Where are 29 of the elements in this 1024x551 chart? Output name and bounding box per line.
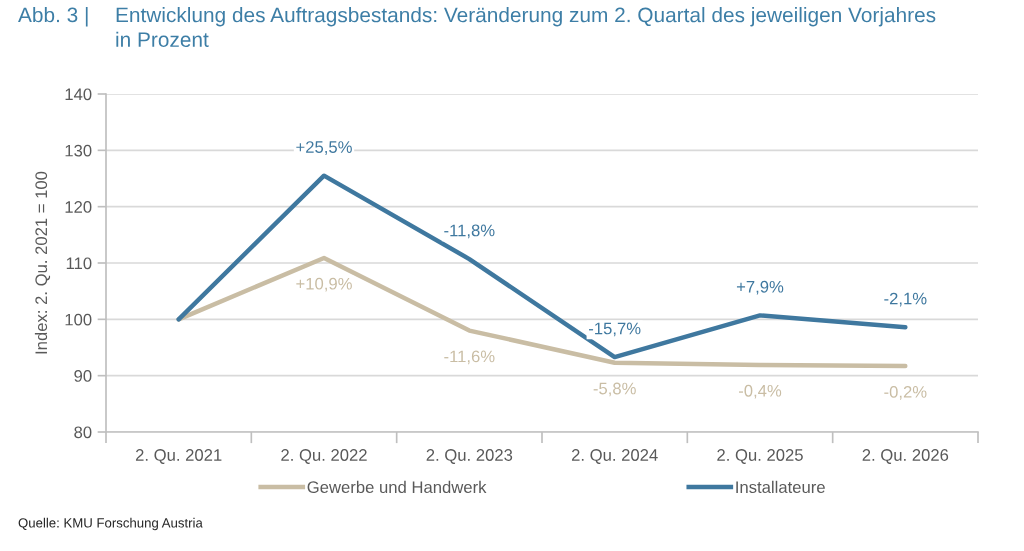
annotation: -0,4% xyxy=(738,384,782,399)
legend-label: Gewerbe und Handwerk xyxy=(307,480,487,494)
annotation: -0,2% xyxy=(884,385,927,400)
annotation: -11,8% xyxy=(444,224,495,239)
x-tick-label: 2. Qu. 2026 xyxy=(862,449,949,464)
y-tick-label: 100 xyxy=(65,313,92,326)
annotation: -5,8% xyxy=(593,382,636,397)
annotation: +7,9% xyxy=(736,280,784,295)
annotation: -11,6% xyxy=(444,350,495,365)
annotation: -2,1% xyxy=(884,292,927,307)
x-tick-label: 2. Qu. 2023 xyxy=(426,449,513,464)
source-note: Quelle: KMU Forschung Austria xyxy=(18,517,203,531)
y-tick-label: 90 xyxy=(74,370,92,382)
y-tick-label: 120 xyxy=(65,201,92,213)
y-tick-label: 110 xyxy=(66,257,92,270)
caption: Abb. 3 | xyxy=(18,7,88,27)
annotation: +25,5% xyxy=(296,141,352,155)
legend-label: Installateure xyxy=(736,480,825,494)
annotation: +10,9% xyxy=(296,277,352,292)
annotation: -15,7% xyxy=(589,322,641,337)
y-axis-title: Index: 2. Qu. 2021 = 100 xyxy=(34,171,51,354)
y-tick-label: 130 xyxy=(65,144,92,157)
y-tick-label: 80 xyxy=(74,426,92,439)
x-tick-label: 2. Qu. 2021 xyxy=(135,449,222,464)
x-tick-label: 2. Qu. 2022 xyxy=(281,449,367,464)
chart-title: Entwicklung des Auftragsbestands: Veränderung zum 2. Quartal des jeweiligen Vorjahres in Prozent xyxy=(116,7,936,48)
x-tick-label: 2. Qu. 2025 xyxy=(717,449,803,464)
y-tick-label: 140 xyxy=(65,88,92,101)
x-tick-label: 2. Qu. 2024 xyxy=(571,449,658,464)
